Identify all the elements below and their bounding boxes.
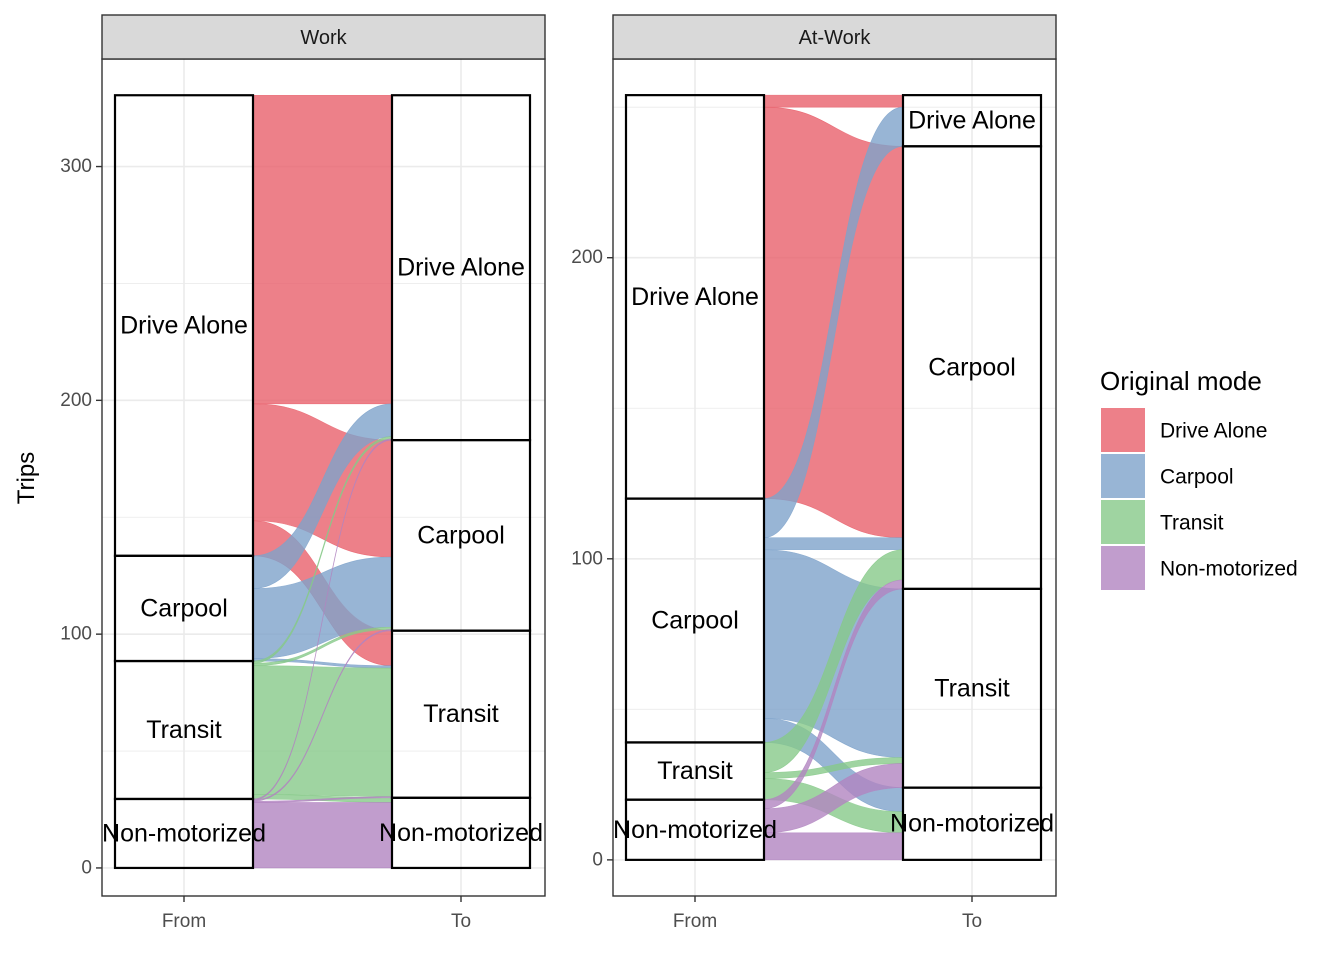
legend-entries: Drive Alone Carpool Transit Non-motorized [1101, 408, 1298, 590]
stratum-label-to-transit: Transit [423, 700, 499, 728]
x-tick-label: From [673, 911, 717, 932]
legend-label-drive-alone: Drive Alone [1160, 420, 1267, 443]
flow-drive-alone-to-drive-alone [252, 94, 393, 405]
y-tick-label: 0 [81, 857, 92, 878]
y-tick-label: 200 [60, 390, 92, 411]
stratum-label-to-non-motorized: Non-motorized [890, 810, 1054, 838]
legend-key-transit [1101, 500, 1145, 544]
facet-strip-label: Work [300, 27, 347, 49]
stratum-from-non-motorized [113, 797, 255, 870]
x-tick-label: To [962, 911, 982, 932]
stratum-label-to-transit: Transit [934, 674, 1010, 702]
stratum-label-to-carpool: Carpool [417, 521, 505, 549]
stratum-label-to-drive-alone: Drive Alone [397, 254, 525, 282]
legend-key-drive-alone [1101, 408, 1145, 452]
y-tick-label: 0 [592, 849, 603, 870]
chart-panels: Drive AloneCarpoolTransitNon-motorizedDr… [60, 14, 1057, 932]
legend-label-carpool: Carpool [1160, 466, 1234, 489]
stratum-label-to-non-motorized: Non-motorized [379, 819, 543, 847]
y-tick-label: 100 [60, 624, 92, 645]
x-tick-label: From [162, 911, 206, 932]
y-tick-label: 200 [571, 247, 603, 268]
flow-drive-alone-to-drive-alone [763, 94, 904, 108]
stratum-label-from-carpool: Carpool [140, 594, 228, 622]
strata-to: Drive Alone Carpool Transit Non-motorized [379, 94, 543, 870]
stratum-label-to-drive-alone: Drive Alone [908, 107, 1036, 135]
strata-from: Drive Alone Carpool Transit Non-motorized [613, 94, 777, 861]
stratum-label-from-non-motorized: Non-motorized [613, 816, 777, 844]
legend-key-non-motorized [1101, 546, 1145, 590]
facet-strip [612, 14, 1057, 60]
strata-to: Drive Alone Carpool Transit Non-motorized [890, 94, 1054, 861]
legend: Original mode Drive Alone Carpool Transit N… [1100, 366, 1298, 590]
stratum-to-non-motorized [390, 796, 532, 870]
x-tick-label: To [451, 911, 471, 932]
stratum-label-from-carpool: Carpool [651, 607, 739, 635]
stratum-to-non-motorized [901, 786, 1043, 861]
facet-strip-label: At-Work [799, 27, 872, 49]
panel-at-work: Drive AloneCarpoolTransitNon-motorizedDr… [571, 14, 1057, 932]
stratum-label-from-transit: Transit [657, 757, 733, 785]
stratum-label-from-transit: Transit [146, 716, 222, 744]
stratum-label-from-drive-alone: Drive Alone [631, 283, 759, 311]
flow-non-motorized-to-non-motorized [763, 832, 904, 861]
flows [252, 94, 393, 869]
legend-label-non-motorized: Non-motorized [1160, 558, 1298, 581]
y-axis-title: Trips [13, 452, 40, 504]
y-tick-label: 100 [571, 548, 603, 569]
legend-title: Original mode [1100, 366, 1262, 396]
flow-non-motorized-to-non-motorized [252, 802, 393, 869]
y-tick-label: 300 [60, 156, 92, 177]
stratum-label-from-drive-alone: Drive Alone [120, 312, 248, 340]
facet-strip [101, 14, 546, 60]
stratum-from-non-motorized [624, 798, 766, 861]
legend-label-transit: Transit [1160, 512, 1224, 535]
panel-work: Drive AloneCarpoolTransitNon-motorizedDr… [60, 14, 546, 932]
flows [763, 94, 904, 861]
legend-key-carpool [1101, 454, 1145, 498]
flow-carpool-to-carpool [763, 537, 904, 551]
flow-transit-to-transit [252, 665, 393, 797]
strata-from: Drive Alone Carpool Transit Non-motorized [102, 94, 266, 870]
stratum-label-from-non-motorized: Non-motorized [102, 819, 266, 847]
stratum-label-to-carpool: Carpool [928, 354, 1016, 382]
